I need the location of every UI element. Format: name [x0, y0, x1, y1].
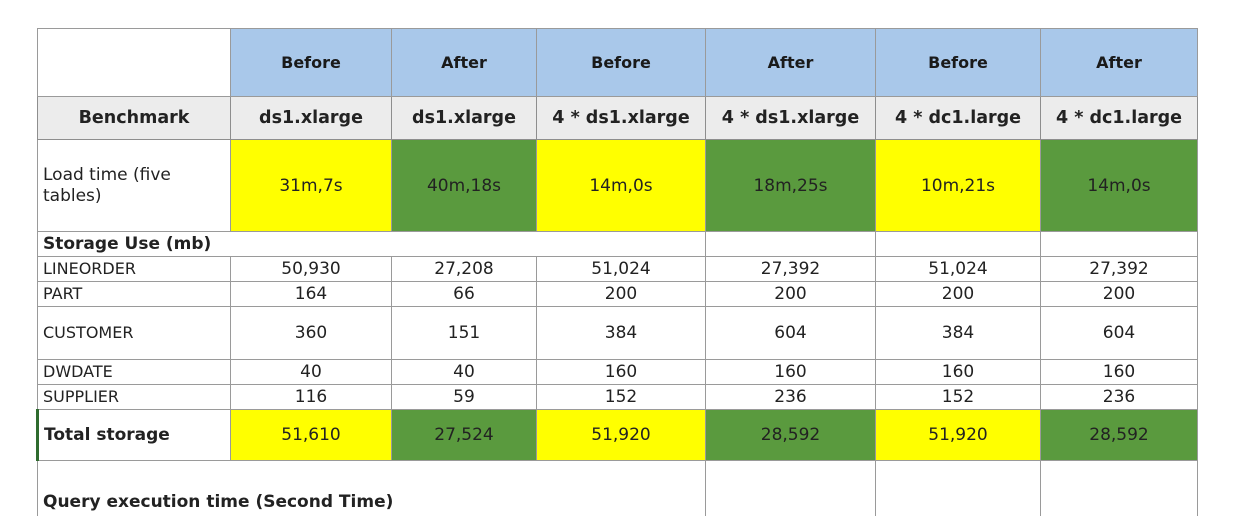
table-cell: 27,208	[392, 257, 537, 282]
total-storage-cell: 51,920	[537, 410, 706, 461]
row-label: LINEORDER	[38, 257, 231, 282]
total-storage-cell: 51,920	[876, 410, 1041, 461]
table-cell: 27,392	[706, 257, 876, 282]
phase-header: Before	[876, 29, 1041, 97]
load-time-cell: 40m,18s	[392, 140, 537, 232]
table-cell: 200	[706, 282, 876, 307]
table-cell: 152	[876, 385, 1041, 410]
load-time-cell: 31m,7s	[231, 140, 392, 232]
table-cell: 604	[1041, 307, 1198, 360]
config-cell: ds1.xlarge	[231, 97, 392, 140]
table-row: PART 164 66 200 200 200 200	[38, 282, 1198, 307]
load-time-row: Load time (five tables) 31m,7s 40m,18s 1…	[38, 140, 1198, 232]
table-cell: 160	[876, 360, 1041, 385]
table-cell: 151	[392, 307, 537, 360]
table-cell: 152	[537, 385, 706, 410]
table-cell: 50,930	[231, 257, 392, 282]
empty-cell	[876, 232, 1041, 257]
table-row: DWDATE 40 40 160 160 160 160	[38, 360, 1198, 385]
table-cell: 164	[231, 282, 392, 307]
phase-header-row: Before After Before After Before After	[38, 29, 1198, 97]
config-cell: ds1.xlarge	[392, 97, 537, 140]
load-time-cell: 10m,21s	[876, 140, 1041, 232]
config-cell: 4 * ds1.xlarge	[537, 97, 706, 140]
table-cell: 236	[1041, 385, 1198, 410]
load-time-cell: 14m,0s	[537, 140, 706, 232]
load-time-label: Load time (five tables)	[38, 140, 231, 232]
phase-header: Before	[537, 29, 706, 97]
table-row: SUPPLIER 116 59 152 236 152 236	[38, 385, 1198, 410]
row-label: SUPPLIER	[38, 385, 231, 410]
table-cell: 236	[706, 385, 876, 410]
load-time-cell: 18m,25s	[706, 140, 876, 232]
load-time-cell: 14m,0s	[1041, 140, 1198, 232]
table-cell: 51,024	[537, 257, 706, 282]
row-label: DWDATE	[38, 360, 231, 385]
empty-cell	[537, 232, 706, 257]
empty-cell	[1041, 232, 1198, 257]
storage-section-label: Storage Use (mb)	[38, 232, 537, 257]
benchmark-config-row: Benchmark ds1.xlarge ds1.xlarge 4 * ds1.…	[38, 97, 1198, 140]
table-row: CUSTOMER 360 151 384 604 384 604	[38, 307, 1198, 360]
table-cell: 200	[1041, 282, 1198, 307]
total-storage-cell: 51,610	[231, 410, 392, 461]
total-storage-row: Total storage 51,610 27,524 51,920 28,59…	[38, 410, 1198, 461]
total-storage-cell: 28,592	[706, 410, 876, 461]
row-label: CUSTOMER	[38, 307, 231, 360]
table-cell: 200	[537, 282, 706, 307]
table-cell: 59	[392, 385, 537, 410]
table-cell: 40	[231, 360, 392, 385]
benchmark-table: Before After Before After Before After B…	[36, 28, 1198, 516]
table-cell: 160	[537, 360, 706, 385]
table-cell: 116	[231, 385, 392, 410]
config-cell: 4 * ds1.xlarge	[706, 97, 876, 140]
table-cell: 360	[231, 307, 392, 360]
table-cell: 66	[392, 282, 537, 307]
storage-section-row: Storage Use (mb)	[38, 232, 1198, 257]
config-cell: 4 * dc1.large	[1041, 97, 1198, 140]
empty-cell	[706, 232, 876, 257]
phase-header: Before	[231, 29, 392, 97]
table-cell: 384	[537, 307, 706, 360]
total-storage-cell: 27,524	[392, 410, 537, 461]
table-cell: 200	[876, 282, 1041, 307]
corner-cell	[38, 29, 231, 97]
row-label: PART	[38, 282, 231, 307]
phase-header: After	[1041, 29, 1198, 97]
benchmark-label: Benchmark	[38, 97, 231, 140]
total-storage-label: Total storage	[38, 410, 231, 461]
table-cell: 604	[706, 307, 876, 360]
phase-header: After	[392, 29, 537, 97]
table-cell: 384	[876, 307, 1041, 360]
table-cell: 160	[1041, 360, 1198, 385]
table-row: LINEORDER 50,930 27,208 51,024 27,392 51…	[38, 257, 1198, 282]
table-cell: 51,024	[876, 257, 1041, 282]
total-storage-cell: 28,592	[1041, 410, 1198, 461]
phase-header: After	[706, 29, 876, 97]
config-cell: 4 * dc1.large	[876, 97, 1041, 140]
table-cell: 160	[706, 360, 876, 385]
table-cell: 27,392	[1041, 257, 1198, 282]
table-cell: 40	[392, 360, 537, 385]
